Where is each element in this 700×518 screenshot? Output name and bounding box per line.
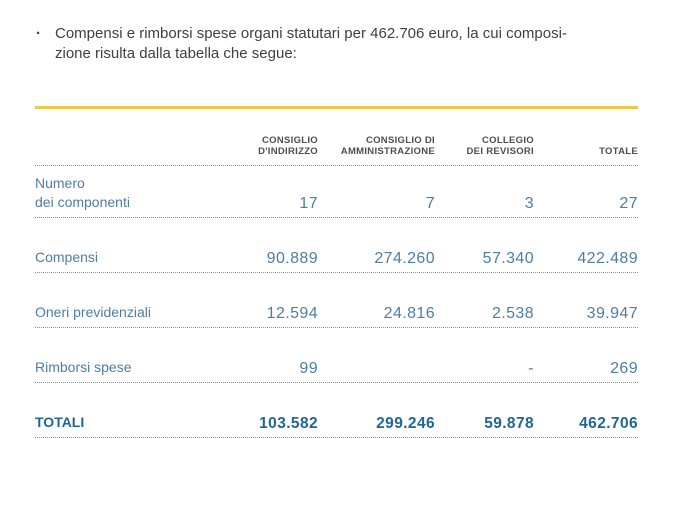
total-label: TOTALI	[35, 414, 85, 430]
value-cell: -	[528, 360, 534, 377]
accent-divider	[35, 106, 638, 109]
column-header-collegio-revisori: COLLEGIO DEI REVISORI	[435, 135, 534, 157]
total-value-cell: 103.582	[259, 415, 318, 432]
value-cell: 90.889	[266, 250, 318, 267]
value-cell: 3	[524, 195, 534, 212]
total-value-cell: 462.706	[579, 415, 638, 432]
value-cell: 274.260	[374, 250, 435, 267]
header-line: DEI REVISORI	[466, 146, 534, 157]
header-line: AMMINISTRAZIONE	[340, 146, 435, 157]
column-header-consiglio-amministrazione: CONSIGLIO DI AMMINISTRAZIONE	[318, 135, 435, 157]
value-cell: 2.538	[491, 305, 534, 322]
column-header-consiglio-indirizzo: CONSIGLIO D'INDIRIZZO	[220, 135, 318, 157]
intro-text: Compensi e rimborsi spese organi statuta…	[55, 24, 567, 64]
header-line: D'INDIRIZZO	[258, 146, 318, 157]
compensation-table: CONSIGLIO D'INDIRIZZO CONSIGLIO DI AMMIN…	[35, 106, 638, 438]
row-label-line-1: Numero	[35, 175, 85, 191]
table-row-rimborsi-spese: Rimborsi spese 99 - 269	[35, 328, 638, 383]
value-cell: 57.340	[482, 250, 534, 267]
header-line: TOTALE	[599, 146, 638, 157]
row-label: Compensi	[35, 249, 99, 265]
intro-line-1: Compensi e rimborsi spese organi statuta…	[55, 25, 567, 42]
value-cell: 422.489	[577, 250, 638, 267]
total-value-cell: 59.878	[484, 415, 534, 432]
header-line: CONSIGLIO DI	[365, 135, 435, 146]
value-cell: 17	[299, 195, 318, 212]
document-page: · Compensi e rimborsi spese organi statu…	[0, 24, 700, 438]
row-label: Numero dei componenti	[35, 174, 220, 217]
value-cell: 27	[619, 195, 638, 212]
bullet-marker: ·	[36, 25, 41, 42]
value-cell	[318, 378, 435, 382]
intro-paragraph: · Compensi e rimborsi spese organi statu…	[36, 24, 672, 64]
value-cell: 24.816	[383, 305, 435, 322]
value-cell: 12.594	[266, 305, 318, 322]
total-value-cell: 299.246	[376, 415, 435, 432]
value-cell: 39.947	[586, 305, 638, 322]
row-label: Oneri previdenziali	[35, 304, 151, 320]
column-header-totale: TOTALE	[534, 146, 638, 157]
table-row-numero-componenti: Numero dei componenti 17 7 3 27	[35, 166, 638, 218]
header-line: COLLEGIO	[481, 135, 534, 146]
table-header-row: CONSIGLIO D'INDIRIZZO CONSIGLIO DI AMMIN…	[35, 109, 638, 166]
row-label-line-2: dei componenti	[35, 194, 130, 210]
row-label: Rimborsi spese	[35, 359, 132, 375]
value-cell: 99	[299, 360, 318, 377]
table-row-compensi: Compensi 90.889 274.260 57.340 422.489	[35, 218, 638, 273]
value-cell: 7	[425, 195, 435, 212]
table-row-oneri-previdenziali: Oneri previdenziali 12.594 24.816 2.538 …	[35, 273, 638, 328]
intro-line-2: zione risulta dalla tabella che segue:	[55, 45, 297, 62]
value-cell: 269	[610, 360, 638, 377]
header-line: CONSIGLIO	[261, 135, 318, 146]
table-row-totali: TOTALI 103.582 299.246 59.878 462.706	[35, 383, 638, 438]
